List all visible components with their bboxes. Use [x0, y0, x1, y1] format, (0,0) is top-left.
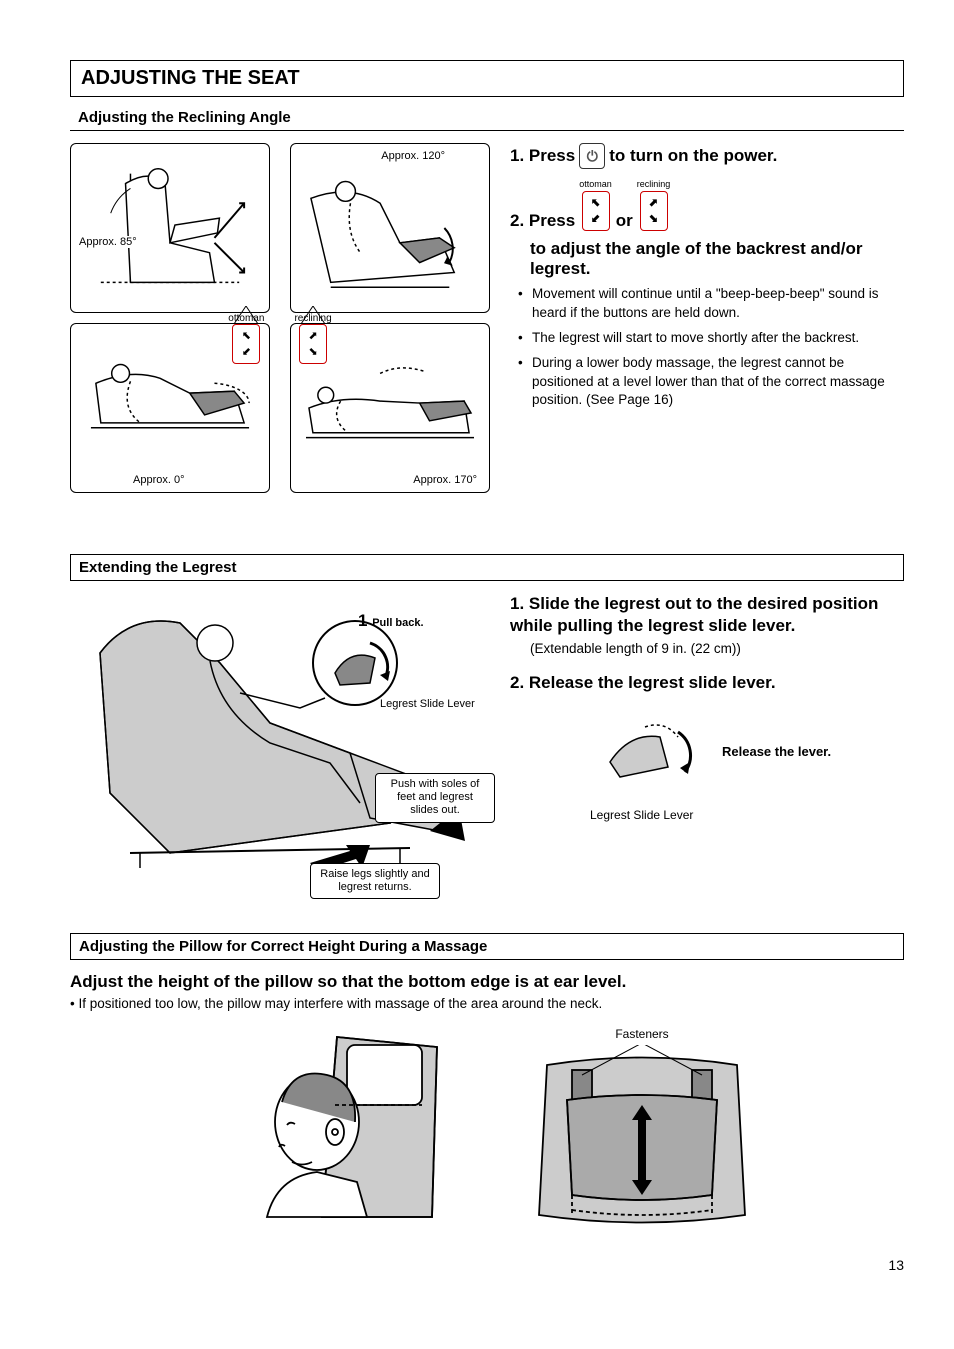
- reclining-button-icon-2: ⬈⬊: [640, 191, 668, 231]
- subtitle-3: Adjusting the Pillow for Correct Height …: [79, 938, 895, 955]
- lever-release-diagram: [590, 702, 710, 802]
- pillow-diagram-person: [207, 1027, 457, 1227]
- step2-a: 2. Press: [510, 211, 575, 231]
- callout-lever-label: Legrest Slide Lever: [380, 698, 475, 710]
- step1-b: to turn on the power.: [609, 146, 777, 166]
- reclining-bullets: Movement will continue until a "beep-bee…: [510, 285, 904, 410]
- angle-170: Approx. 170°: [411, 474, 479, 486]
- release-label: Release the lever.: [722, 744, 831, 760]
- pillow-instruction: Adjust the height of the pillow so that …: [70, 972, 904, 992]
- ottoman-button-icon-2: ⬉⬋: [582, 191, 610, 231]
- section-pillow: Adjusting the Pillow for Correct Height …: [70, 933, 904, 1227]
- step2-b: or: [616, 211, 633, 231]
- reclining-steps: 1. Press ⏻ to turn on the power. 2. Pres…: [510, 143, 904, 524]
- bullet-3: During a lower body massage, the legrest…: [532, 354, 904, 411]
- diagram-upright: Approx. 85°: [70, 143, 270, 313]
- bullet-2: The legrest will start to move shortly a…: [532, 329, 904, 348]
- legrest-step1-sub: (Extendable length of 9 in. (22 cm)): [530, 641, 904, 656]
- lever-caption: Legrest Slide Lever: [590, 808, 904, 822]
- legrest-step1: 1. Slide the legrest out to the desired …: [510, 593, 904, 637]
- main-title: ADJUSTING THE SEAT: [81, 67, 893, 90]
- step1-a: 1. Press: [510, 146, 575, 166]
- angle-85: Approx. 85°: [77, 236, 139, 248]
- main-title-box: ADJUSTING THE SEAT: [70, 60, 904, 97]
- pillow-note: • If positioned too low, the pillow may …: [70, 996, 904, 1011]
- subtitle-2: Extending the Legrest: [79, 559, 895, 576]
- step2-reclining-label: reclining: [637, 179, 671, 189]
- reclining-button-icon: ⬈ ⬊: [299, 324, 327, 364]
- power-button-icon: ⏻: [579, 143, 605, 169]
- callout-raise: Raise legs slightly and legrest returns.: [310, 863, 440, 899]
- subtitle-1: Adjusting the Reclining Angle: [78, 109, 896, 126]
- page-number: 13: [70, 1257, 904, 1273]
- callout-push: Push with soles of feet and legrest slid…: [375, 773, 495, 823]
- subtitle-box-1: Adjusting the Reclining Angle: [70, 105, 904, 131]
- fasteners-label: Fasteners: [517, 1027, 767, 1041]
- step2-c: to adjust the angle of the backrest and/…: [510, 239, 904, 279]
- section-reclining: Adjusting the Reclining Angle: [70, 105, 904, 524]
- legrest-step2: 2. Release the legrest slide lever.: [510, 672, 904, 694]
- callout-num: 1 Pull back.: [358, 611, 424, 631]
- bullet-1: Movement will continue until a "beep-bee…: [532, 285, 904, 323]
- pillow-diagram-fasteners: Fasteners: [517, 1027, 767, 1227]
- step2-ottoman-label: ottoman: [579, 179, 612, 189]
- subtitle-box-2: Extending the Legrest: [70, 554, 904, 581]
- legrest-diagram: 1 Pull back. Legrest Slide Lever Push wi…: [70, 593, 490, 903]
- legrest-steps: 1. Slide the legrest out to the desired …: [510, 593, 904, 903]
- angle-120: Approx. 120°: [379, 150, 447, 162]
- diagram-recline-120: Approx. 120°: [290, 143, 490, 313]
- ottoman-button-icon: ⬉ ⬋: [232, 324, 260, 364]
- subtitle-box-3: Adjusting the Pillow for Correct Height …: [70, 933, 904, 960]
- angle-0: Approx. 0°: [131, 474, 186, 486]
- section-legrest: Extending the Legrest: [70, 554, 904, 903]
